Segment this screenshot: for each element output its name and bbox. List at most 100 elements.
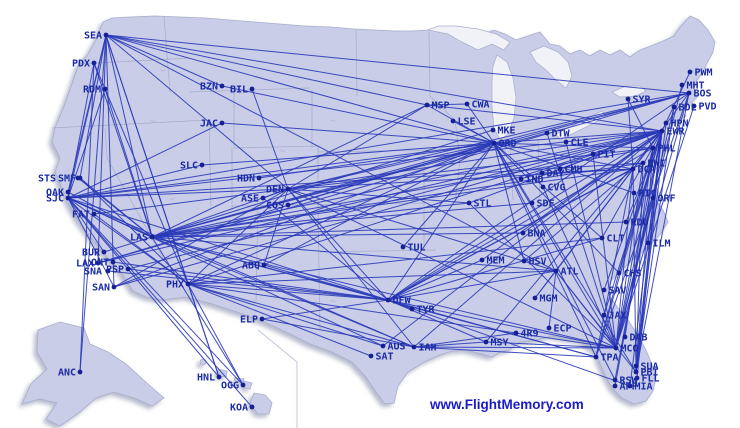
airport-dot-HPN xyxy=(663,120,669,126)
airport-dot-IAH xyxy=(411,344,417,350)
route-PIT-MCO xyxy=(592,153,617,349)
route-LAS-DCA xyxy=(151,168,634,238)
airport-dot-DCA xyxy=(630,166,636,172)
airport-label-TPA: TPA xyxy=(601,353,619,364)
airport-dot-DAB xyxy=(622,334,628,340)
airport-label-SJC: SJC xyxy=(46,194,64,205)
route-ORD-RSW xyxy=(493,142,616,381)
airport-dot-DFW xyxy=(385,297,391,303)
route-BIL-DEN xyxy=(251,88,289,190)
route-IAH-MCO xyxy=(413,346,617,349)
airport-dot-ATL xyxy=(553,268,559,274)
route-DEN-DFW xyxy=(287,188,389,301)
route-STL-MCO xyxy=(468,202,617,349)
route-EWR-CHS xyxy=(618,130,663,274)
route-RDM-SJC xyxy=(67,88,106,199)
airport-label-CVG: CVG xyxy=(548,183,566,194)
airport-dot-MKE xyxy=(490,127,496,133)
route-SYR-PHL xyxy=(627,98,654,149)
route-SJC-BWI xyxy=(67,162,644,199)
airport-label-ILM: ILM xyxy=(653,239,671,250)
route-MSP-CWA xyxy=(426,103,468,106)
inset-separator xyxy=(257,329,298,428)
airport-dot-BIL xyxy=(249,86,255,92)
route-BWI-PBI xyxy=(635,162,644,373)
airport-label-SNA: SNA xyxy=(84,267,102,278)
airport-label-ATL: ATL xyxy=(561,267,579,278)
route-ELP-IAH xyxy=(261,318,415,348)
airport-label-DAB: DAB xyxy=(630,333,648,344)
airport-label-PSP: PSP xyxy=(106,265,124,276)
airport-dot-BZN xyxy=(219,83,225,89)
airport-label-MIA: MIA xyxy=(635,382,653,393)
route-LAX-ORD xyxy=(97,142,495,264)
airport-label-HPN: HPN xyxy=(671,119,689,130)
airport-dot-PDX xyxy=(91,60,97,66)
airport-label-MCO: MCO xyxy=(621,344,639,355)
airport-dot-CMH xyxy=(557,166,563,172)
route-DAY-DCA xyxy=(541,168,634,174)
route-CVG-MCO xyxy=(542,186,617,349)
route-LAS-ORD xyxy=(151,142,495,238)
lake-huron xyxy=(529,45,573,89)
route-FAT-PHX xyxy=(93,213,189,285)
airport-dot-SJC xyxy=(65,195,71,201)
airport-label-OAK: OAK xyxy=(46,188,64,199)
route-DEN-ORD xyxy=(287,142,495,190)
airport-dot-TPA xyxy=(593,354,599,360)
airport-label-PHX: PHX xyxy=(166,280,184,291)
airport-label-IAH: IAH xyxy=(419,343,437,354)
airport-label-ASE: ASE xyxy=(241,194,259,205)
airport-dot-DAY xyxy=(539,170,545,176)
airport-dot-BUR xyxy=(101,249,107,255)
route-DEN-FAT xyxy=(93,188,289,215)
route-PHX-IAH xyxy=(187,283,415,348)
route-PHX-MCO xyxy=(187,283,617,349)
route-EWR-RDU xyxy=(625,130,663,223)
route-MSP-EWR xyxy=(426,104,663,132)
airport-label-MHT: MHT xyxy=(687,81,705,92)
airport-dot-ABQ xyxy=(261,262,267,268)
airport-label-RIC: RIC xyxy=(639,189,657,200)
airport-label-CHS: CHS xyxy=(624,269,642,280)
airport-label-ELP: ELP xyxy=(240,315,258,326)
route-EWR-SUA xyxy=(635,130,663,367)
airport-dot-CLT xyxy=(599,235,605,241)
route-PHL-DAB xyxy=(624,147,654,338)
airport-label-APF: APF xyxy=(620,382,638,393)
airport-label-BZN: BZN xyxy=(200,82,218,93)
airport-dot-MHT xyxy=(679,82,685,88)
airport-dot-PBI xyxy=(633,369,639,375)
route-SJC-DEN xyxy=(67,188,289,199)
route-PSP-DFW xyxy=(127,268,389,301)
airport-label-DTW: DTW xyxy=(552,129,571,140)
airport-label-EWR: EWR xyxy=(667,127,686,138)
airport-label-TUL: TUL xyxy=(408,243,426,254)
route-ORF-MCO xyxy=(615,197,654,349)
airport-dot-AUS xyxy=(380,343,386,349)
alaska-outline xyxy=(21,321,165,427)
route-SYR-DCA xyxy=(627,98,634,170)
route-DEN-IAH xyxy=(287,188,415,348)
route-LAX-EWR xyxy=(97,130,663,264)
airport-label-MSP: MSP xyxy=(432,101,450,112)
airport-label-HDN: HDN xyxy=(237,174,255,185)
route-LAS-MCO xyxy=(151,236,617,349)
airport-label-LAX: LAX xyxy=(76,259,94,270)
airport-label-BIL: BIL xyxy=(230,85,248,96)
airport-label-BNA: BNA xyxy=(528,229,546,240)
airport-label-KOA: KOA xyxy=(230,403,248,414)
airport-label-MEM: MEM xyxy=(487,256,505,267)
airport-dot-OGG xyxy=(240,382,246,388)
airport-dot-ORD xyxy=(491,140,497,146)
route-PDX-SJC xyxy=(67,62,95,199)
route-ORD-CHS xyxy=(493,142,620,274)
route-SJC-EWR xyxy=(67,130,663,199)
airport-dot-FAT xyxy=(91,211,97,217)
airport-label-PHL: PHL xyxy=(658,144,676,155)
route-SLC-ORD xyxy=(201,142,495,166)
route-ATL-ECP xyxy=(548,270,557,329)
route-ORD-CLT xyxy=(493,142,603,239)
route-SEA-DEN xyxy=(105,34,289,190)
